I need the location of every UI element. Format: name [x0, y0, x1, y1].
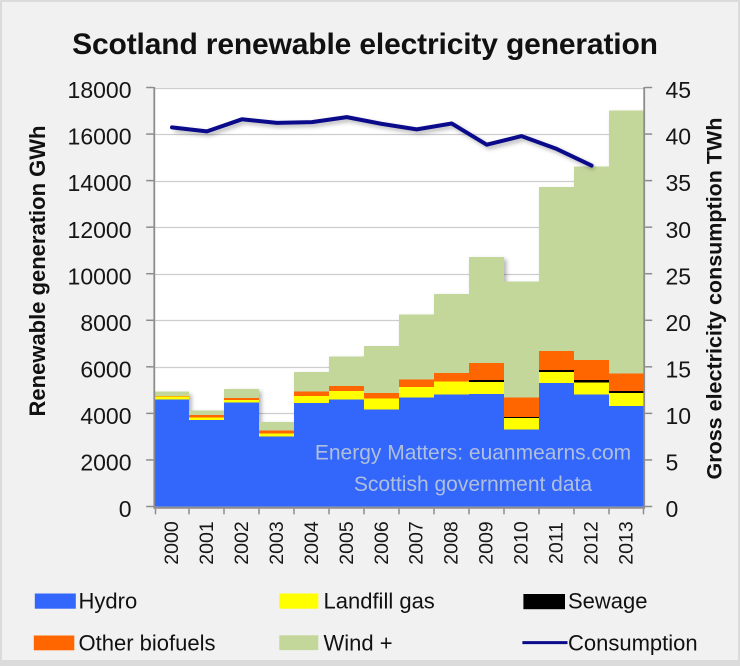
svg-text:2009: 2009 [476, 521, 498, 564]
svg-text:2010: 2010 [511, 521, 533, 565]
svg-text:Sewage: Sewage [568, 589, 648, 614]
svg-text:5: 5 [666, 450, 679, 476]
svg-text:Gross electricity consumption: Gross electricity consumption TWh [703, 118, 727, 480]
svg-text:14000: 14000 [68, 170, 132, 196]
svg-text:Energy Matters: euanmearns.com: Energy Matters: euanmearns.com [315, 442, 631, 465]
svg-text:18000: 18000 [68, 77, 132, 103]
svg-text:2007: 2007 [406, 521, 428, 564]
svg-text:2005: 2005 [336, 521, 358, 565]
svg-text:10000: 10000 [68, 263, 132, 289]
svg-text:Scotland renewable electricity: Scotland renewable electricity generatio… [72, 28, 658, 61]
svg-text:15: 15 [666, 356, 692, 382]
svg-text:2012: 2012 [581, 521, 603, 564]
svg-text:20: 20 [666, 310, 692, 336]
svg-text:12000: 12000 [68, 217, 132, 243]
svg-text:4000: 4000 [80, 403, 131, 429]
svg-text:0: 0 [119, 496, 132, 522]
svg-text:2006: 2006 [371, 521, 393, 564]
svg-text:40: 40 [666, 124, 692, 150]
svg-text:Consumption: Consumption [568, 630, 698, 655]
svg-text:Hydro: Hydro [79, 589, 138, 614]
svg-text:45: 45 [666, 77, 692, 103]
svg-text:8000: 8000 [80, 310, 131, 336]
svg-text:2004: 2004 [301, 521, 323, 565]
svg-text:10: 10 [666, 403, 692, 429]
svg-text:6000: 6000 [80, 356, 131, 382]
svg-text:25: 25 [666, 263, 692, 289]
svg-text:2003: 2003 [266, 521, 288, 564]
svg-text:2013: 2013 [616, 521, 638, 564]
svg-text:2002: 2002 [231, 521, 253, 564]
svg-text:Other biofuels: Other biofuels [79, 630, 216, 655]
svg-text:Renewable generation GWh: Renewable generation GWh [25, 126, 50, 417]
svg-text:35: 35 [666, 170, 692, 196]
svg-text:16000: 16000 [68, 124, 132, 150]
svg-text:0: 0 [666, 496, 679, 522]
svg-text:Wind +: Wind + [324, 630, 393, 655]
svg-text:Landfill gas: Landfill gas [324, 589, 435, 614]
svg-text:2011: 2011 [546, 522, 568, 564]
svg-text:2008: 2008 [441, 521, 463, 564]
svg-text:2001: 2001 [196, 521, 218, 564]
svg-text:30: 30 [666, 217, 692, 243]
svg-text:Scottish government data: Scottish government data [354, 473, 592, 496]
svg-text:2000: 2000 [161, 521, 183, 565]
svg-text:2000: 2000 [80, 450, 131, 476]
